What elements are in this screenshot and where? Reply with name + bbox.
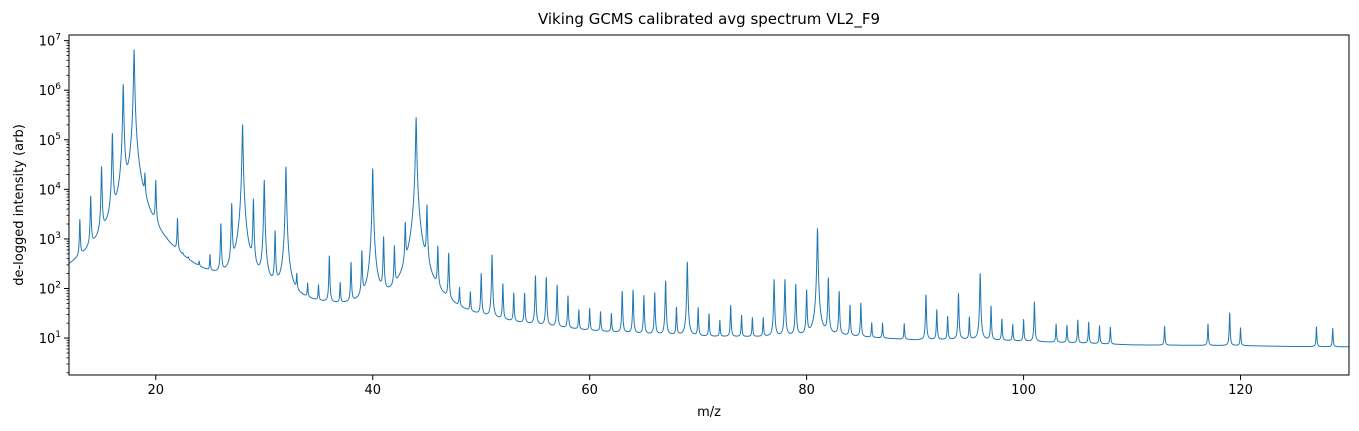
- y-tick-label: 103: [39, 231, 61, 248]
- x-tick-label: 60: [581, 383, 598, 398]
- y-axis: 101 102 103 104 105 106 107: [39, 33, 69, 374]
- x-tick-label: 40: [364, 383, 381, 398]
- x-axis: 20 40 60 80 100 120: [148, 375, 1253, 398]
- x-axis-label: m/z: [697, 405, 721, 420]
- y-tick-label: 102: [39, 281, 61, 298]
- y-axis-label: de-logged intensity (arb): [12, 124, 27, 286]
- y-tick-label: 107: [39, 33, 61, 50]
- x-tick-label: 80: [798, 383, 815, 398]
- spectrum-series-line: [69, 49, 1349, 348]
- y-tick-label: 106: [39, 82, 62, 99]
- plot-frame: [68, 34, 1350, 376]
- x-tick-label: 20: [148, 383, 165, 398]
- y-tick-label: 101: [39, 330, 61, 347]
- y-tick-label: 105: [39, 132, 61, 149]
- chart-title: Viking GCMS calibrated avg spectrum VL2_…: [538, 10, 880, 29]
- x-tick-label: 120: [1228, 383, 1253, 398]
- x-tick-label: 100: [1011, 383, 1036, 398]
- y-tick-label: 104: [39, 181, 62, 198]
